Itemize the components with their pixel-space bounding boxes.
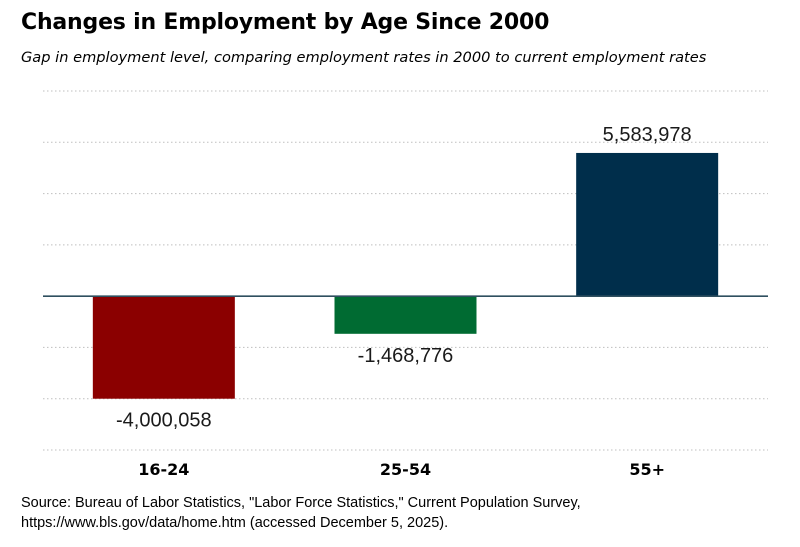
source-line-2: https://www.bls.gov/data/home.htm (acces… [21, 515, 449, 531]
source-note: Source: Bureau of Labor Statistics, "Lab… [21, 493, 581, 533]
category-label-16-24: 16-24 [138, 460, 189, 479]
category-labels: 16-24 25-54 55+ [138, 460, 665, 479]
bar-16-24 [92, 296, 235, 399]
chart-subtitle: Gap in employment level, comparing emplo… [21, 49, 707, 66]
category-label-55+: 55+ [629, 460, 665, 479]
value-labels: -4,000,058 -1,468,776 5,583,978 [116, 124, 692, 432]
source-line-1: Source: Bureau of Labor Statistics, "Lab… [21, 495, 581, 511]
value-label-55+: 5,583,978 [603, 124, 692, 146]
bar-chart: -4,000,058 -1,468,776 5,583,978 16-24 25-54… [43, 90, 768, 479]
chart-title: Changes in Employment by Age Since 2000 [21, 10, 550, 35]
value-label-16-24: -4,000,058 [116, 410, 212, 432]
category-label-25-54: 25-54 [380, 460, 431, 479]
value-label-25-54: -1,468,776 [358, 345, 454, 367]
bar-25-54 [334, 296, 477, 334]
bars [92, 152, 719, 399]
bar-55+ [576, 152, 719, 297]
